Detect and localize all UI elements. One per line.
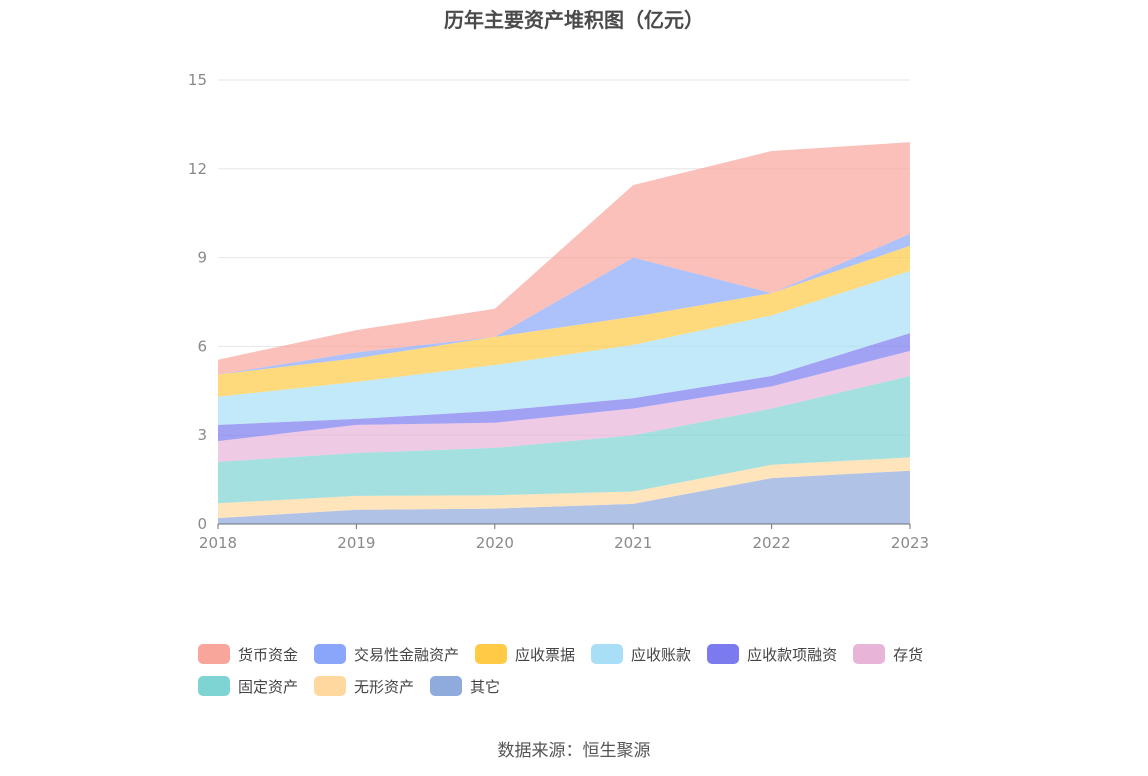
area-series-5[interactable] <box>218 270 910 425</box>
legend-item[interactable]: 货币资金 <box>198 644 298 665</box>
y-tick-label: 3 <box>197 426 207 444</box>
legend-swatch <box>475 644 508 664</box>
legend-label: 固定资产 <box>238 677 299 696</box>
legend-item[interactable]: 存货 <box>853 644 923 665</box>
legend-row: 货币资金 交易性金融资产 应收票据 应收账款 应收款项融资 存货 <box>198 638 978 670</box>
y-tick-label: 6 <box>197 337 207 355</box>
legend: 货币资金 交易性金融资产 应收票据 应收账款 应收款项融资 存货 固定资产 无形资产 其它 <box>198 638 978 702</box>
area-series-0[interactable] <box>218 470 910 524</box>
x-tick-label: 2020 <box>476 534 514 552</box>
y-tick-label: 0 <box>197 515 207 533</box>
legend-label: 货币资金 <box>238 645 299 664</box>
legend-swatch <box>430 676 463 696</box>
legend-swatch <box>314 676 347 696</box>
y-tick-label: 15 <box>188 71 207 89</box>
area-series-1[interactable] <box>218 457 910 519</box>
area-series <box>218 142 910 524</box>
x-tick-label: 2022 <box>753 534 791 552</box>
legend-label: 应收票据 <box>515 645 576 664</box>
legend-label: 其它 <box>470 677 501 696</box>
legend-label: 应收账款 <box>631 645 692 664</box>
area-series-4[interactable] <box>218 333 910 442</box>
legend-swatch <box>198 676 230 696</box>
legend-swatch <box>707 644 740 664</box>
legend-label: 存货 <box>893 645 924 664</box>
area-series-8[interactable] <box>218 142 910 375</box>
legend-item[interactable]: 应收账款 <box>591 644 691 665</box>
legend-swatch <box>314 644 347 664</box>
y-tick-label: 12 <box>188 160 207 178</box>
area-series-7[interactable] <box>218 233 910 375</box>
legend-item[interactable]: 交易性金融资产 <box>314 644 459 665</box>
legend-label: 无形资产 <box>354 677 415 696</box>
legend-row: 固定资产 无形资产 其它 <box>198 670 978 702</box>
legend-swatch <box>198 644 230 664</box>
legend-item[interactable]: 无形资产 <box>314 676 414 697</box>
x-tick-label: 2021 <box>614 534 652 552</box>
axes: 0 3 6 9 12 15 2018 2019 2020 2021 2022 2023 <box>188 71 929 552</box>
x-tick-label: 2018 <box>199 534 237 552</box>
y-tick-label: 9 <box>197 249 207 267</box>
legend-swatch <box>853 644 886 664</box>
area-series-3[interactable] <box>218 350 910 462</box>
area-series-6[interactable] <box>218 245 910 397</box>
chart-title: 历年主要资产堆积图（亿元） <box>444 8 704 32</box>
stacked-area-chart: 0 3 6 9 12 15 2018 2019 2020 2021 2022 2023 <box>188 71 929 552</box>
legend-swatch <box>591 644 624 664</box>
legend-label: 交易性金融资产 <box>354 645 460 664</box>
area-series-2[interactable] <box>218 376 910 504</box>
x-tick-label: 2019 <box>337 534 375 552</box>
legend-item[interactable]: 固定资产 <box>198 676 298 697</box>
legend-item[interactable]: 其它 <box>430 676 500 697</box>
legend-item[interactable]: 应收款项融资 <box>707 644 837 665</box>
legend-item[interactable]: 应收票据 <box>475 644 575 665</box>
x-tick-label: 2023 <box>891 534 929 552</box>
legend-label: 应收款项融资 <box>747 645 838 664</box>
data-source-note: 数据来源：恒生聚源 <box>497 741 651 761</box>
